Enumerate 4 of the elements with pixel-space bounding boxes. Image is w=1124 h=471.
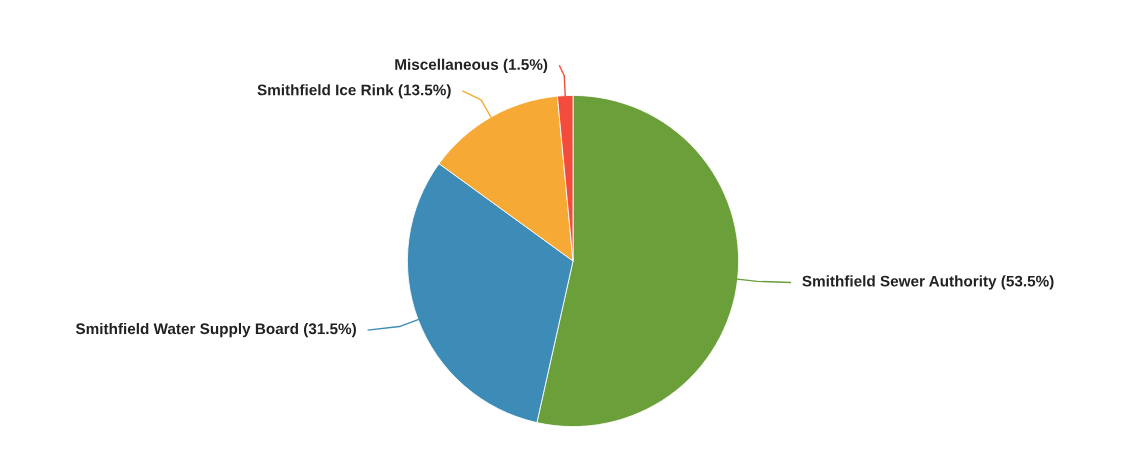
slice-label: Smithfield Ice Rink (13.5%) xyxy=(257,84,451,99)
slice-label: Smithfield Sewer Authority (53.5%) xyxy=(802,275,1054,290)
slice-label: Miscellaneous (1.5%) xyxy=(395,58,548,73)
slice-label: Smithfield Water Supply Board (31.5%) xyxy=(75,322,356,338)
